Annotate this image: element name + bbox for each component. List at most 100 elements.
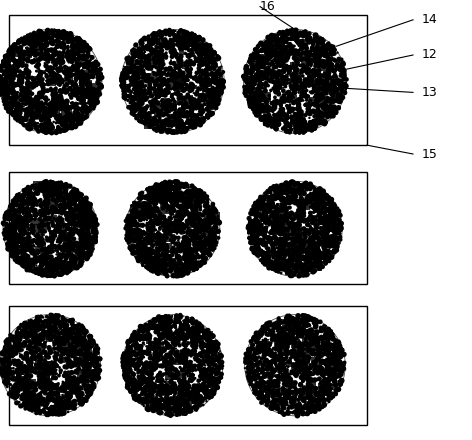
Point	[255, 385, 263, 392]
Point	[278, 220, 286, 227]
Point	[265, 117, 272, 125]
Point	[68, 326, 76, 333]
Point	[147, 260, 155, 267]
Point	[297, 125, 305, 132]
Point	[53, 93, 60, 100]
Point	[189, 375, 196, 382]
Point	[14, 220, 21, 227]
Point	[335, 240, 343, 247]
Point	[30, 322, 37, 329]
Point	[156, 363, 164, 370]
Point	[190, 324, 198, 331]
Point	[25, 366, 32, 373]
Point	[7, 359, 14, 366]
Point	[66, 398, 73, 405]
Point	[284, 30, 292, 37]
Point	[251, 349, 259, 356]
Point	[205, 371, 212, 378]
Point	[74, 390, 81, 397]
Point	[213, 379, 220, 386]
Point	[307, 120, 314, 127]
Point	[41, 188, 48, 195]
Point	[303, 105, 311, 112]
Point	[28, 260, 35, 267]
Point	[30, 53, 38, 60]
Point	[49, 69, 57, 76]
Point	[309, 75, 316, 82]
Point	[303, 373, 311, 380]
Point	[213, 376, 221, 383]
Point	[207, 203, 215, 210]
Point	[197, 321, 205, 328]
Point	[161, 252, 169, 259]
Point	[310, 385, 318, 392]
Point	[249, 102, 257, 109]
Point	[327, 238, 334, 245]
Point	[273, 74, 280, 81]
Point	[297, 386, 304, 393]
Point	[184, 373, 192, 380]
Point	[67, 226, 75, 233]
Point	[139, 63, 147, 70]
Point	[75, 229, 83, 236]
Point	[152, 249, 159, 256]
Point	[6, 341, 14, 348]
Point	[187, 87, 195, 94]
Point	[194, 381, 202, 389]
Point	[126, 365, 133, 372]
Point	[284, 48, 292, 55]
Point	[318, 359, 326, 366]
Point	[79, 232, 87, 239]
Point	[57, 329, 64, 336]
Point	[201, 259, 209, 266]
Point	[264, 34, 272, 41]
Point	[172, 193, 180, 200]
Point	[325, 387, 332, 394]
Point	[321, 370, 329, 377]
Point	[148, 360, 156, 367]
Point	[146, 254, 154, 261]
Point	[305, 315, 313, 323]
Point	[55, 95, 62, 102]
Point	[272, 209, 279, 216]
Point	[47, 272, 55, 279]
Point	[286, 325, 293, 332]
Point	[76, 244, 83, 251]
Point	[50, 339, 58, 346]
Point	[154, 183, 161, 191]
Point	[253, 104, 261, 111]
Point	[174, 41, 181, 48]
Point	[206, 86, 214, 93]
Point	[329, 207, 337, 214]
Point	[278, 241, 286, 248]
Point	[291, 105, 298, 112]
Point	[332, 363, 340, 370]
Point	[302, 118, 309, 125]
Point	[211, 220, 218, 227]
Point	[303, 403, 311, 411]
Point	[17, 238, 25, 245]
Point	[191, 52, 198, 59]
Point	[39, 82, 46, 89]
Point	[327, 90, 335, 97]
Point	[91, 231, 98, 238]
Point	[49, 180, 57, 187]
Point	[53, 190, 60, 197]
Point	[163, 208, 170, 215]
Point	[252, 64, 259, 71]
Point	[259, 76, 267, 83]
Point	[331, 390, 338, 397]
Point	[325, 256, 333, 263]
Point	[184, 112, 191, 119]
Point	[342, 86, 349, 93]
Point	[185, 263, 192, 270]
Point	[150, 63, 158, 70]
Point	[32, 198, 40, 205]
Point	[330, 109, 337, 116]
Point	[320, 236, 328, 243]
Point	[146, 234, 153, 241]
Point	[210, 73, 217, 80]
Point	[213, 355, 220, 362]
Point	[200, 373, 207, 380]
Point	[307, 120, 314, 127]
